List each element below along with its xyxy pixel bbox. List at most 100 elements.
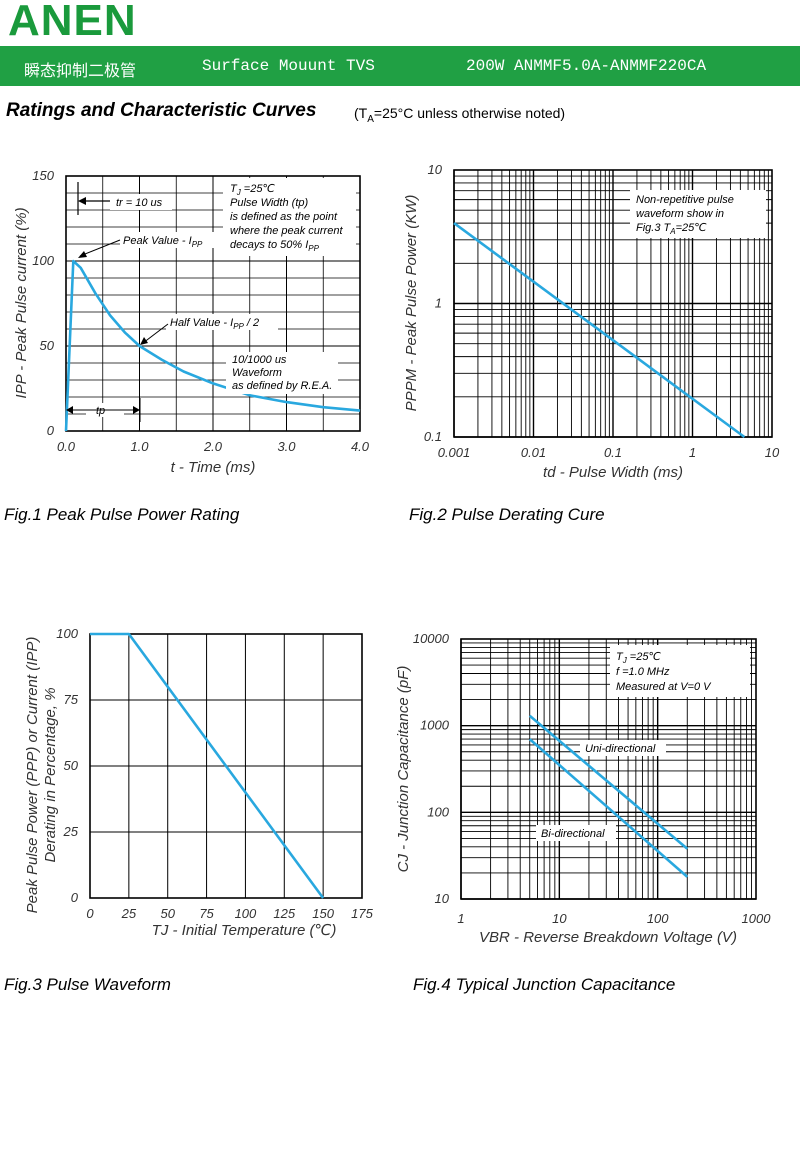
fig1-annot-pw3: where the peak current bbox=[230, 225, 343, 237]
fig1-annot-half: Half Value - IPP / 2 bbox=[170, 317, 259, 331]
fig4-xtick-label: 10 bbox=[552, 911, 567, 926]
fig4-ytick-label: 10 bbox=[435, 891, 450, 906]
fig2-annot-n2: waveform show in bbox=[636, 208, 724, 220]
fig4-tick-labels: 1 10 100 1000 10 100 1000 10000 bbox=[413, 631, 771, 926]
fig1-xtick-label: 4.0 bbox=[351, 439, 370, 454]
fig1-ytick-label: 100 bbox=[32, 253, 54, 268]
fig2-xtick-label: 0.1 bbox=[604, 445, 622, 460]
fig2-tick-labels: 0.001 0.01 0.1 1 10 0.1 1 10 bbox=[424, 162, 780, 460]
fig4-ytick-label: 10000 bbox=[413, 631, 450, 646]
fig4-xlabel: VBR - Reverse Breakdown Voltage (V) bbox=[479, 929, 737, 946]
fig3-xtick-label: 0 bbox=[86, 906, 94, 921]
fig4-annot-tj: TJ =25℃ bbox=[616, 651, 661, 665]
fig1-peak-arrowhead bbox=[78, 251, 87, 258]
fig2-xlabel: td - Pulse Width (ms) bbox=[543, 464, 683, 481]
fig1-peak-box bbox=[120, 232, 230, 248]
fig4-ytick-label: 100 bbox=[427, 804, 449, 819]
fig4-ytick-label: 1000 bbox=[420, 718, 450, 733]
fig2-caption: Fig.2 Pulse Derating Cure bbox=[409, 505, 605, 524]
fig1-tj-box bbox=[223, 178, 356, 256]
fig1-tr-arrowhead bbox=[78, 197, 86, 205]
fig1-xtick-label: 2.0 bbox=[203, 439, 223, 454]
fig2-xtick-label: 10 bbox=[765, 445, 780, 460]
fig1-annot-wave1: 10/1000 us bbox=[232, 354, 287, 366]
fig4-xtick-label: 1 bbox=[457, 911, 464, 926]
fig3-caption: Fig.3 Pulse Waveform bbox=[4, 975, 171, 994]
fig2-xtick-label: 1 bbox=[689, 445, 696, 460]
fig4-series-line-2 bbox=[528, 738, 689, 878]
fig2-ytick-label: 10 bbox=[428, 162, 443, 177]
fig1-series-line-1 bbox=[64, 259, 361, 432]
fig3-ylabel-1: Peak Pulse Power (PPP) or Current (IPP) bbox=[24, 637, 41, 914]
fig1-half-leader bbox=[142, 323, 169, 344]
fig3-xtick-label: 175 bbox=[351, 906, 373, 921]
fig1-ytick-label: 150 bbox=[32, 168, 54, 183]
fig1-xtick-label: 1.0 bbox=[130, 439, 149, 454]
fig1-plot-frame bbox=[65, 175, 361, 432]
fig2-xtick-label: 0.01 bbox=[521, 445, 546, 460]
fig1-peak-leader bbox=[79, 239, 121, 257]
fig1-xlabel: t - Time (ms) bbox=[171, 459, 256, 476]
fig2-ytick-label: 1 bbox=[435, 296, 442, 311]
fig1-annot-tj: TJ =25℃ bbox=[230, 183, 275, 197]
product-name-cn: 瞬态抑制二极管 bbox=[24, 61, 137, 80]
fig2-annot-n3: Fig.3 TA=25℃ bbox=[636, 222, 707, 236]
brand-logo: ANEN bbox=[8, 0, 137, 45]
fig2-note-box bbox=[630, 190, 766, 238]
fig2-annot-n1: Non-repetitive pulse bbox=[636, 194, 734, 206]
fig3-xtick-label: 50 bbox=[160, 906, 175, 921]
fig1-half-arrowhead bbox=[140, 337, 148, 345]
fig1-annot-tr: tr = 10 us bbox=[116, 197, 163, 209]
fig3-series-line-1 bbox=[90, 632, 325, 899]
fig1-half-box bbox=[166, 314, 278, 330]
product-banner: 瞬态抑制二极管 Surface Mouunt TVS 200W ANMMF5.0… bbox=[0, 46, 800, 86]
fig1-xtick-label: 3.0 bbox=[277, 439, 296, 454]
fig3-ylabel-2: Derating in Percentage, % bbox=[42, 687, 59, 862]
fig1-annot-pw4: decays to 50% IPP bbox=[230, 239, 320, 253]
fig3-ytick-label: 25 bbox=[63, 824, 79, 839]
fig4-xtick-label: 1000 bbox=[742, 911, 772, 926]
fig4-legend-uni: Uni-directional bbox=[585, 743, 656, 755]
fig3-plot-frame bbox=[89, 633, 363, 899]
fig1-tp-arrowhead-left bbox=[66, 406, 73, 414]
fig1-annot-peak: Peak Value - IPP bbox=[123, 235, 203, 249]
fig3-xtick-label: 125 bbox=[273, 906, 295, 921]
fig2-series-line-1 bbox=[453, 222, 746, 439]
section-title: Ratings and Characteristic Curves bbox=[6, 100, 317, 121]
fig3-series bbox=[90, 632, 325, 899]
fig3-ytick-label: 75 bbox=[64, 692, 79, 707]
fig4-caption: Fig.4 Typical Junction Capacitance bbox=[413, 975, 676, 994]
fig2-ytick-label: 0.1 bbox=[424, 429, 442, 444]
fig1-xtick-label: 0.0 bbox=[57, 439, 76, 454]
fig3-ytick-label: 0 bbox=[71, 890, 79, 905]
fig1-tr-box bbox=[110, 194, 172, 210]
fig2-plot-frame bbox=[453, 169, 773, 438]
fig1-caption: Fig.1 Peak Pulse Power Rating bbox=[4, 505, 240, 524]
fig1-series bbox=[64, 259, 361, 432]
product-name-en: Surface Mouunt TVS bbox=[202, 57, 375, 75]
fig1-annot-wave3: as defined by R.E.A. bbox=[232, 380, 332, 392]
fig4-bi-box bbox=[536, 825, 616, 841]
fig2-ylabel: PPPM - Peak Pulse Power (KW) bbox=[403, 195, 420, 412]
fig3-xtick-label: 75 bbox=[199, 906, 214, 921]
fig4-ylabel: CJ - Junction Capacitance (pF) bbox=[395, 666, 412, 873]
fig4-uni-box bbox=[580, 740, 666, 756]
fig1-wave-box bbox=[226, 352, 338, 394]
fig1-tp-arrowhead-right bbox=[133, 406, 140, 414]
section-note: (TA=25°C unless otherwise noted) bbox=[354, 105, 566, 125]
fig4-series-line-1 bbox=[528, 714, 689, 850]
fig1-tick-labels: 0.0 1.0 2.0 3.0 4.0 0 50 100 150 bbox=[32, 168, 370, 454]
fig1-annot-tp: tp bbox=[96, 405, 105, 417]
fig1-annot-pw2: is defined as the point bbox=[230, 211, 338, 223]
fig4-annot-f: f =1.0 MHz bbox=[616, 666, 670, 678]
fig2-xtick-label: 0.001 bbox=[438, 445, 471, 460]
fig4-xtick-label: 100 bbox=[647, 911, 669, 926]
fig3-tick-labels: 0 25 50 75 100 125 150 175 0 25 50 75 100 bbox=[56, 626, 373, 921]
fig4-series bbox=[528, 714, 689, 878]
fig1-ytick-label: 0 bbox=[47, 423, 55, 438]
fig4-note-box bbox=[610, 645, 750, 697]
